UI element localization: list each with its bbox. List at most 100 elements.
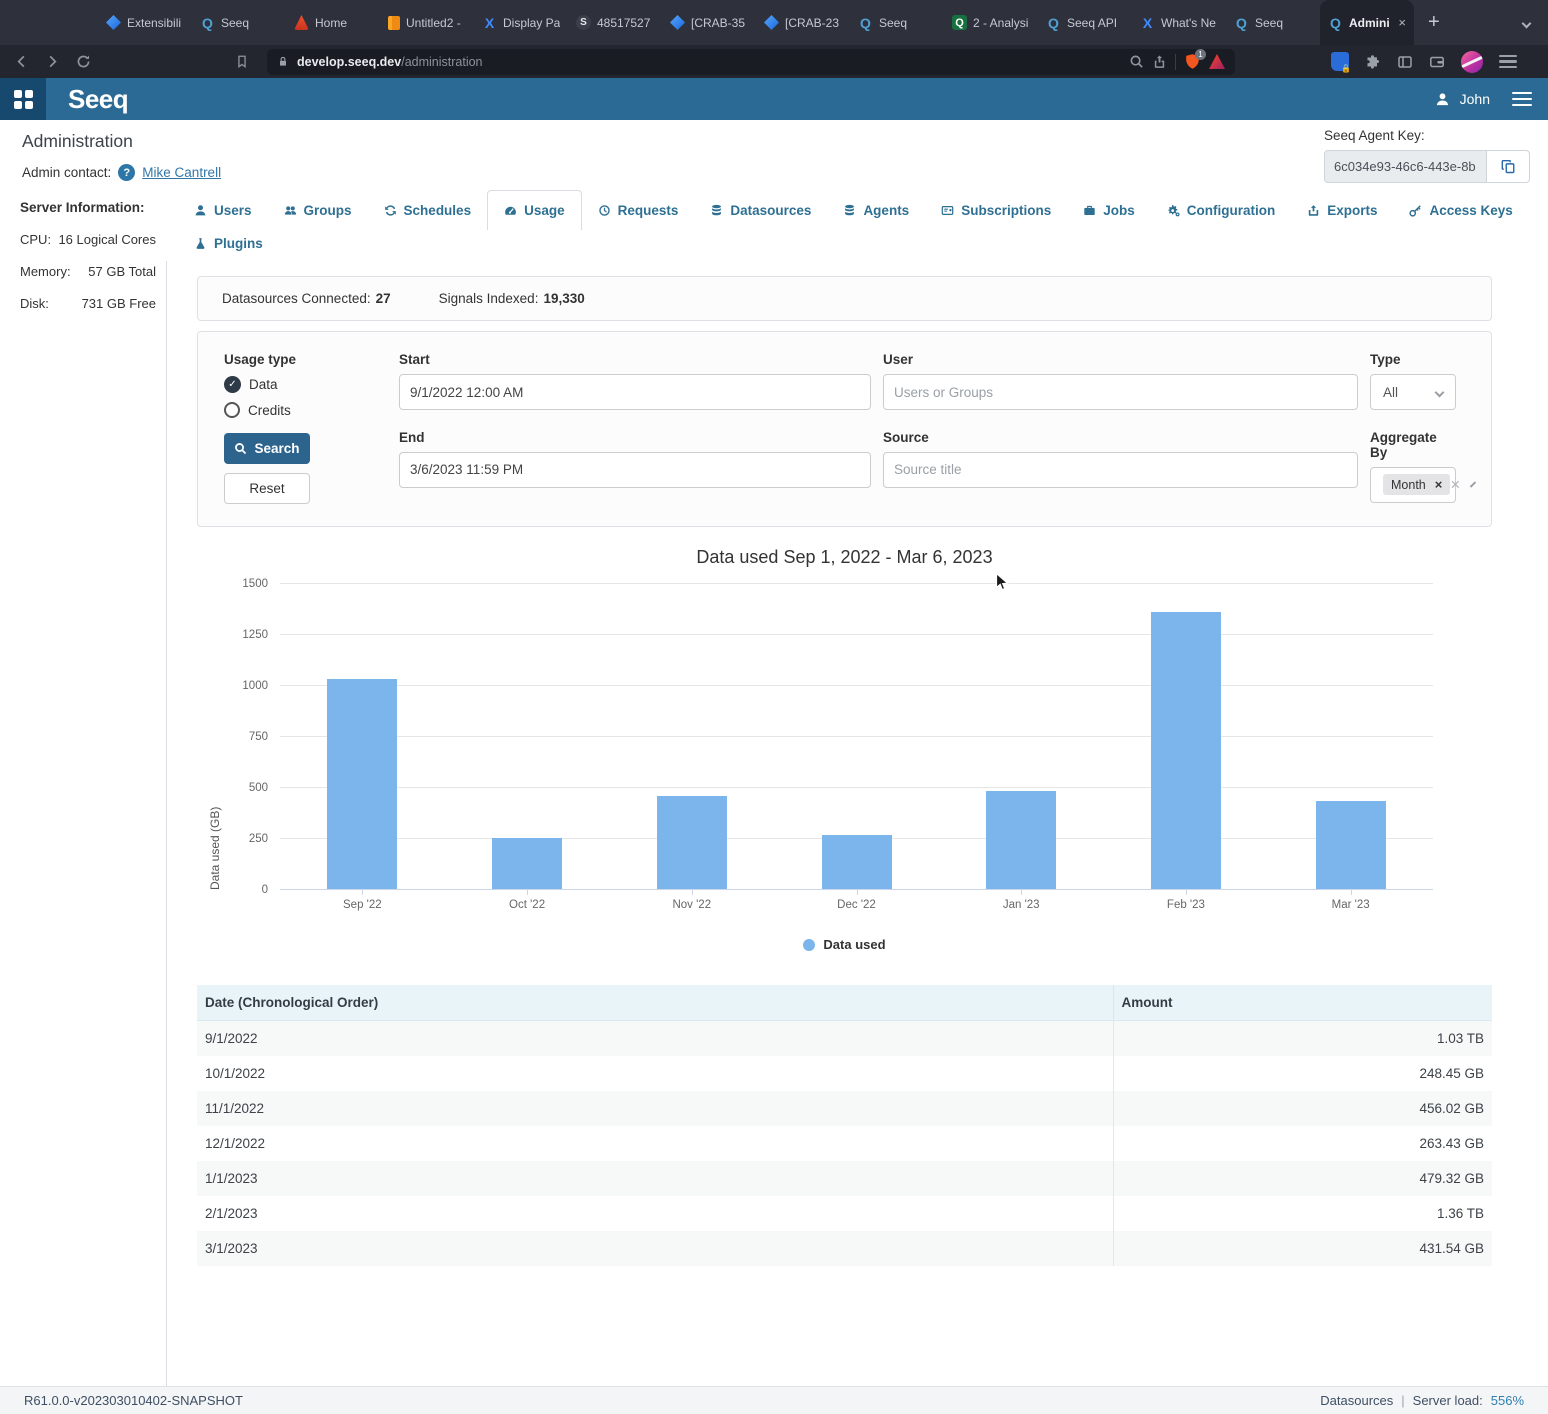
bookmark-icon[interactable] xyxy=(235,54,249,69)
tab-search-chevron-icon[interactable] xyxy=(1521,14,1532,32)
address-bar[interactable]: develop.seeq.dev/administration 1 xyxy=(267,48,1235,75)
usage-filter-panel: Start User Type All xyxy=(197,331,1492,527)
tab-groups[interactable]: Groups xyxy=(268,190,368,230)
search-button[interactable]: Search xyxy=(224,433,310,464)
browser-tab[interactable]: X What's Ne xyxy=(1132,0,1226,45)
app-menu-icon[interactable] xyxy=(1512,91,1532,107)
browser-tab[interactable]: Q 2 - Analysi xyxy=(944,0,1038,45)
amount-cell: 248.45 GB xyxy=(1112,1056,1492,1091)
type-select-value: All xyxy=(1383,384,1399,400)
brave-shield-icon[interactable]: 1 xyxy=(1184,49,1206,70)
amount-cell: 1.03 TB xyxy=(1112,1020,1492,1056)
tab-plugins[interactable]: Plugins xyxy=(178,230,279,261)
tab-access-keys[interactable]: Access Keys xyxy=(1393,190,1528,230)
extensions-puzzle-icon[interactable] xyxy=(1365,54,1381,70)
brave-rewards-icon[interactable] xyxy=(1209,54,1225,69)
user-name[interactable]: John xyxy=(1459,91,1490,107)
grid-icon xyxy=(13,89,33,109)
browser-menu-icon[interactable] xyxy=(1499,54,1517,69)
browser-tab[interactable]: Home xyxy=(286,0,380,45)
help-icon[interactable]: ? xyxy=(118,164,136,181)
amount-cell: 479.32 GB xyxy=(1112,1161,1492,1196)
tab-schedules[interactable]: Schedules xyxy=(368,190,488,230)
copy-button[interactable] xyxy=(1487,150,1530,183)
tab-exports[interactable]: Exports xyxy=(1291,190,1393,230)
browser-tab[interactable]: [CRAB-23 xyxy=(756,0,850,45)
key-icon xyxy=(1409,204,1422,217)
tab-jobs[interactable]: Jobs xyxy=(1067,190,1151,230)
privacy-extension-icon[interactable] xyxy=(1331,52,1351,73)
reload-button[interactable] xyxy=(76,54,91,69)
date-cell: 3/1/2023 xyxy=(205,1241,258,1256)
radio-unchecked-icon xyxy=(224,402,240,418)
tab-close-icon[interactable]: × xyxy=(1398,15,1406,30)
tab-configuration[interactable]: Configuration xyxy=(1151,190,1291,230)
tab-requests[interactable]: Requests xyxy=(582,190,695,230)
source-label: Source xyxy=(883,429,929,445)
x-axis-tick-label: Dec '22 xyxy=(837,899,876,911)
browser-tab-strip: Extensibili Q Seeq Home Untitled2 - X Display … xyxy=(0,0,1548,45)
amount-cell: 431.54 GB xyxy=(1112,1231,1492,1266)
tab-subscriptions[interactable]: Subscriptions xyxy=(925,190,1067,230)
browser-tab-label: Seeq xyxy=(1255,15,1284,30)
browser-tab[interactable]: [CRAB-35 xyxy=(662,0,756,45)
amount-cell: 1.36 TB xyxy=(1112,1196,1492,1231)
browser-tab-label: Seeq xyxy=(879,15,908,30)
user-input[interactable] xyxy=(883,374,1358,410)
url-path: /administration xyxy=(401,54,483,69)
back-button[interactable] xyxy=(14,54,29,69)
server-info-panel: Server Information: CPU: 16 Logical Cores… xyxy=(0,190,166,1386)
browser-tab[interactable]: Q Seeq API xyxy=(1038,0,1132,45)
x-axis-tick-label: Feb '23 xyxy=(1166,899,1205,911)
profile-avatar[interactable] xyxy=(1461,50,1483,73)
signals-indexed-label: Signals Indexed: xyxy=(438,291,539,306)
tab-users[interactable]: Users xyxy=(178,190,268,230)
usage-type-radio-data[interactable]: ✓ Data xyxy=(224,376,387,393)
jira-icon xyxy=(106,15,121,30)
app-grid-button[interactable] xyxy=(0,78,46,120)
browser-tab[interactable]: Q Seeq xyxy=(192,0,286,45)
usage-type-radio-credits[interactable]: Credits xyxy=(224,402,387,418)
clear-icon[interactable]: × xyxy=(1450,474,1461,494)
browser-tab[interactable]: Q Seeq xyxy=(850,0,944,45)
browser-tab[interactable]: S 48517527 xyxy=(568,0,662,45)
chip-remove-icon[interactable]: × xyxy=(1434,477,1443,492)
share-icon[interactable] xyxy=(1152,54,1167,69)
wallet-icon[interactable] xyxy=(1429,54,1445,70)
jira-icon xyxy=(764,15,779,30)
type-select[interactable]: All xyxy=(1370,374,1456,410)
chevron-down-icon xyxy=(1470,481,1477,488)
lock-icon xyxy=(277,55,289,68)
aggregate-chip-month[interactable]: Month × xyxy=(1383,474,1451,495)
chart-legend[interactable]: Data used xyxy=(197,937,1492,952)
aggregate-by-select[interactable]: Month × × xyxy=(1370,466,1477,503)
agent-key-input[interactable] xyxy=(1324,150,1487,183)
browser-tab[interactable]: Q Admini × xyxy=(1320,0,1414,45)
zoom-page-icon[interactable] xyxy=(1129,54,1144,69)
date-cell: 1/1/2023 xyxy=(205,1171,258,1186)
amount-cell: 456.02 GB xyxy=(1112,1091,1492,1126)
admin-contact-link[interactable]: Mike Cantrell xyxy=(142,165,222,180)
y-axis-tick-label: 1500 xyxy=(242,578,268,590)
server-info-row: Memory: 57 GB Total xyxy=(20,264,156,279)
tab-agents[interactable]: Agents xyxy=(827,190,925,230)
y-axis-tick-label: 250 xyxy=(248,833,268,845)
browser-tab[interactable]: Q Seeq xyxy=(1226,0,1320,45)
table-row: 11/1/2022 456.02 GB xyxy=(197,1091,1492,1126)
sidebar-toggle-icon[interactable] xyxy=(1397,54,1413,70)
forward-button[interactable] xyxy=(45,54,60,69)
browser-tab-label: 48517527 xyxy=(597,15,651,30)
source-input[interactable] xyxy=(883,451,1358,488)
new-tab-button[interactable]: + xyxy=(1428,11,1440,33)
browser-tab[interactable]: Extensibili xyxy=(98,0,192,45)
end-date-input[interactable] xyxy=(399,451,871,488)
users-icon xyxy=(284,205,296,215)
server-load-label: Server load: xyxy=(1412,1393,1483,1408)
tab-datasources[interactable]: Datasources xyxy=(694,190,827,230)
browser-tab[interactable]: Untitled2 - xyxy=(380,0,474,45)
browser-tab[interactable]: X Display Pa xyxy=(474,0,568,45)
seeq-icon: Q xyxy=(1236,14,1247,31)
tab-usage[interactable]: Usage xyxy=(487,190,582,230)
start-date-input[interactable] xyxy=(399,374,871,410)
reset-button[interactable]: Reset xyxy=(224,473,310,504)
